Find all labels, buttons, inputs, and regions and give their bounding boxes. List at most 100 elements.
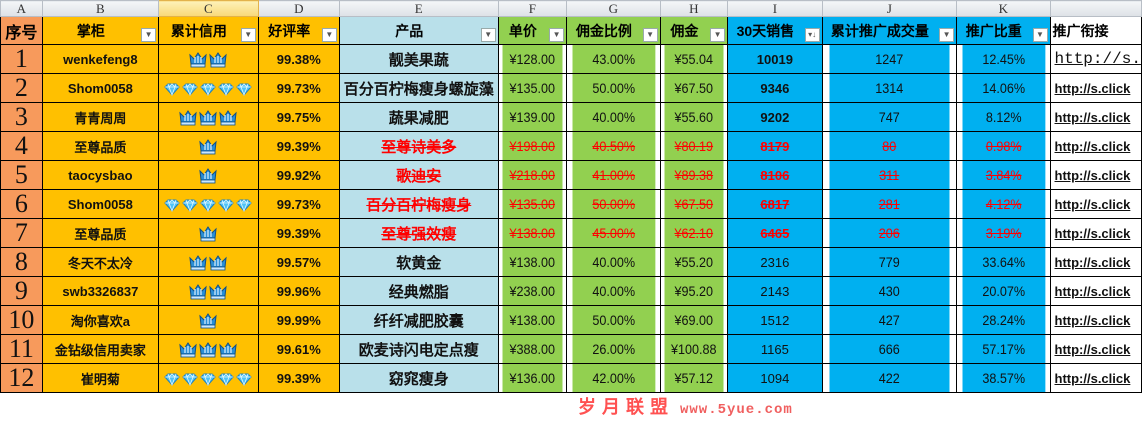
cell-shop[interactable]: 淘你喜欢a [41, 305, 160, 335]
cell-shop[interactable]: Shom0058 [41, 73, 160, 103]
cell-commission-rate[interactable]: 50.00% [570, 189, 656, 219]
cell-credit[interactable] [158, 305, 259, 335]
cell-promo-link[interactable]: http://s.click [1049, 334, 1142, 364]
cell-credit[interactable] [158, 44, 259, 74]
cell-shop[interactable]: 青青周周 [41, 102, 160, 132]
filter-dropdown-icon[interactable]: ▼ [240, 28, 256, 42]
cell-price[interactable]: ¥135.00 [501, 73, 564, 103]
cell-shop[interactable]: 冬天不太冷 [41, 247, 160, 277]
cell-promo-link[interactable]: http://s.click [1049, 160, 1142, 190]
filter-dropdown-icon[interactable]: ▼ [939, 28, 955, 42]
cell-rating[interactable]: 99.61% [257, 334, 340, 364]
cell-promo-link[interactable]: http://s.click [1049, 102, 1142, 132]
cell-promo-volume[interactable]: 1314 [828, 73, 951, 103]
cell-credit[interactable] [158, 189, 259, 219]
cell-promo-share[interactable]: 12.45% [960, 44, 1046, 74]
cell-sales-30d[interactable]: 8179 [727, 131, 823, 161]
cell-commission[interactable]: ¥62.10 [662, 218, 725, 248]
cell-sales-30d[interactable]: 2143 [727, 276, 823, 306]
cell-commission[interactable]: ¥80.19 [662, 131, 725, 161]
cell-sales-30d[interactable]: 6465 [727, 218, 823, 248]
cell-promo-volume[interactable]: 311 [828, 160, 951, 190]
cell-sales-30d[interactable]: 1512 [727, 305, 823, 335]
cell-product[interactable]: 歌迪安 [338, 160, 499, 190]
cell-credit[interactable] [158, 218, 259, 248]
cell-promo-link[interactable]: http://s. [1049, 44, 1142, 74]
column-header-c[interactable]: C [158, 0, 259, 17]
cell-commission[interactable]: ¥89.38 [662, 160, 725, 190]
cell-product[interactable]: 经典燃脂 [338, 276, 499, 306]
cell-commission-rate[interactable]: 40.50% [570, 131, 656, 161]
filter-dropdown-icon[interactable]: ▼ [321, 28, 337, 42]
column-header-k[interactable]: K [956, 0, 1051, 17]
cell-product[interactable]: 纤纤减肥胶囊 [338, 305, 499, 335]
cell-commission-rate[interactable]: 41.00% [570, 160, 656, 190]
cell-product[interactable]: 软黄金 [338, 247, 499, 277]
cell-credit[interactable] [158, 102, 259, 132]
cell-price[interactable]: ¥128.00 [501, 44, 564, 74]
cell-credit[interactable] [158, 160, 259, 190]
cell-seq[interactable]: 11 [0, 334, 43, 364]
cell-product[interactable]: 至尊诗美多 [338, 131, 499, 161]
cell-commission-rate[interactable]: 40.00% [570, 247, 656, 277]
cell-rating[interactable]: 99.73% [257, 73, 340, 103]
column-header-j[interactable]: J [821, 0, 958, 17]
cell-product[interactable]: 至尊强效瘦 [338, 218, 499, 248]
cell-commission[interactable]: ¥57.12 [662, 363, 725, 393]
cell-sales-30d[interactable]: 1165 [727, 334, 823, 364]
cell-product[interactable]: 欧麦诗闪电定点瘦 [338, 334, 499, 364]
cell-promo-link[interactable]: http://s.click [1049, 305, 1142, 335]
cell-rating[interactable]: 99.99% [257, 305, 340, 335]
cell-sales-30d[interactable]: 2316 [727, 247, 823, 277]
cell-product[interactable]: 蔬果减肥 [338, 102, 499, 132]
cell-price[interactable]: ¥138.00 [501, 218, 564, 248]
cell-commission[interactable]: ¥67.50 [662, 189, 725, 219]
cell-seq[interactable]: 12 [0, 363, 43, 393]
cell-promo-share[interactable]: 3.84% [960, 160, 1046, 190]
column-header-e[interactable]: E [338, 0, 499, 17]
cell-price[interactable]: ¥138.00 [501, 247, 564, 277]
cell-commission-rate[interactable]: 45.00% [570, 218, 656, 248]
cell-shop[interactable]: 崔明菊 [41, 363, 160, 393]
cell-seq[interactable]: 7 [0, 218, 43, 248]
column-header-f[interactable]: F [497, 0, 568, 17]
cell-price[interactable]: ¥139.00 [501, 102, 564, 132]
cell-shop[interactable]: 至尊品质 [41, 218, 160, 248]
cell-rating[interactable]: 99.75% [257, 102, 340, 132]
cell-commission-rate[interactable]: 50.00% [570, 73, 656, 103]
cell-promo-volume[interactable]: 281 [828, 189, 951, 219]
cell-commission-rate[interactable]: 43.00% [570, 44, 656, 74]
cell-seq[interactable]: 2 [0, 73, 43, 103]
cell-credit[interactable] [158, 247, 259, 277]
column-header-h[interactable]: H [659, 0, 729, 17]
cell-credit[interactable] [158, 363, 259, 393]
cell-seq[interactable]: 9 [0, 276, 43, 306]
cell-promo-link[interactable]: http://s.click [1049, 276, 1142, 306]
column-header-extra[interactable] [1049, 0, 1142, 17]
cell-product[interactable]: 百分百柠梅瘦身 [338, 189, 499, 219]
cell-promo-link[interactable]: http://s.click [1049, 189, 1142, 219]
cell-promo-share[interactable]: 57.17% [960, 334, 1046, 364]
cell-commission[interactable]: ¥95.20 [662, 276, 725, 306]
cell-rating[interactable]: 99.57% [257, 247, 340, 277]
cell-product[interactable]: 百分百柠梅瘦身螺旋藻 [338, 73, 499, 103]
column-header-i[interactable]: I [727, 0, 823, 17]
cell-sales-30d[interactable]: 9202 [727, 102, 823, 132]
cell-price[interactable]: ¥388.00 [501, 334, 564, 364]
cell-promo-volume[interactable]: 779 [828, 247, 951, 277]
cell-price[interactable]: ¥218.00 [501, 160, 564, 190]
cell-promo-volume[interactable]: 80 [828, 131, 951, 161]
cell-promo-link[interactable]: http://s.click [1049, 363, 1142, 393]
cell-commission[interactable]: ¥67.50 [662, 73, 725, 103]
cell-promo-volume[interactable]: 1247 [828, 44, 951, 74]
cell-seq[interactable]: 5 [0, 160, 43, 190]
column-header-b[interactable]: B [41, 0, 160, 17]
cell-shop[interactable]: taocysbao [41, 160, 160, 190]
cell-rating[interactable]: 99.39% [257, 363, 340, 393]
column-header-d[interactable]: D [257, 0, 340, 17]
cell-promo-link[interactable]: http://s.click [1049, 131, 1142, 161]
sort-descending-filter-icon[interactable]: ▾↓ [804, 28, 820, 42]
cell-product[interactable]: 窈窕瘦身 [338, 363, 499, 393]
cell-commission[interactable]: ¥55.04 [662, 44, 725, 74]
cell-shop[interactable]: wenkefeng8 [41, 44, 160, 74]
